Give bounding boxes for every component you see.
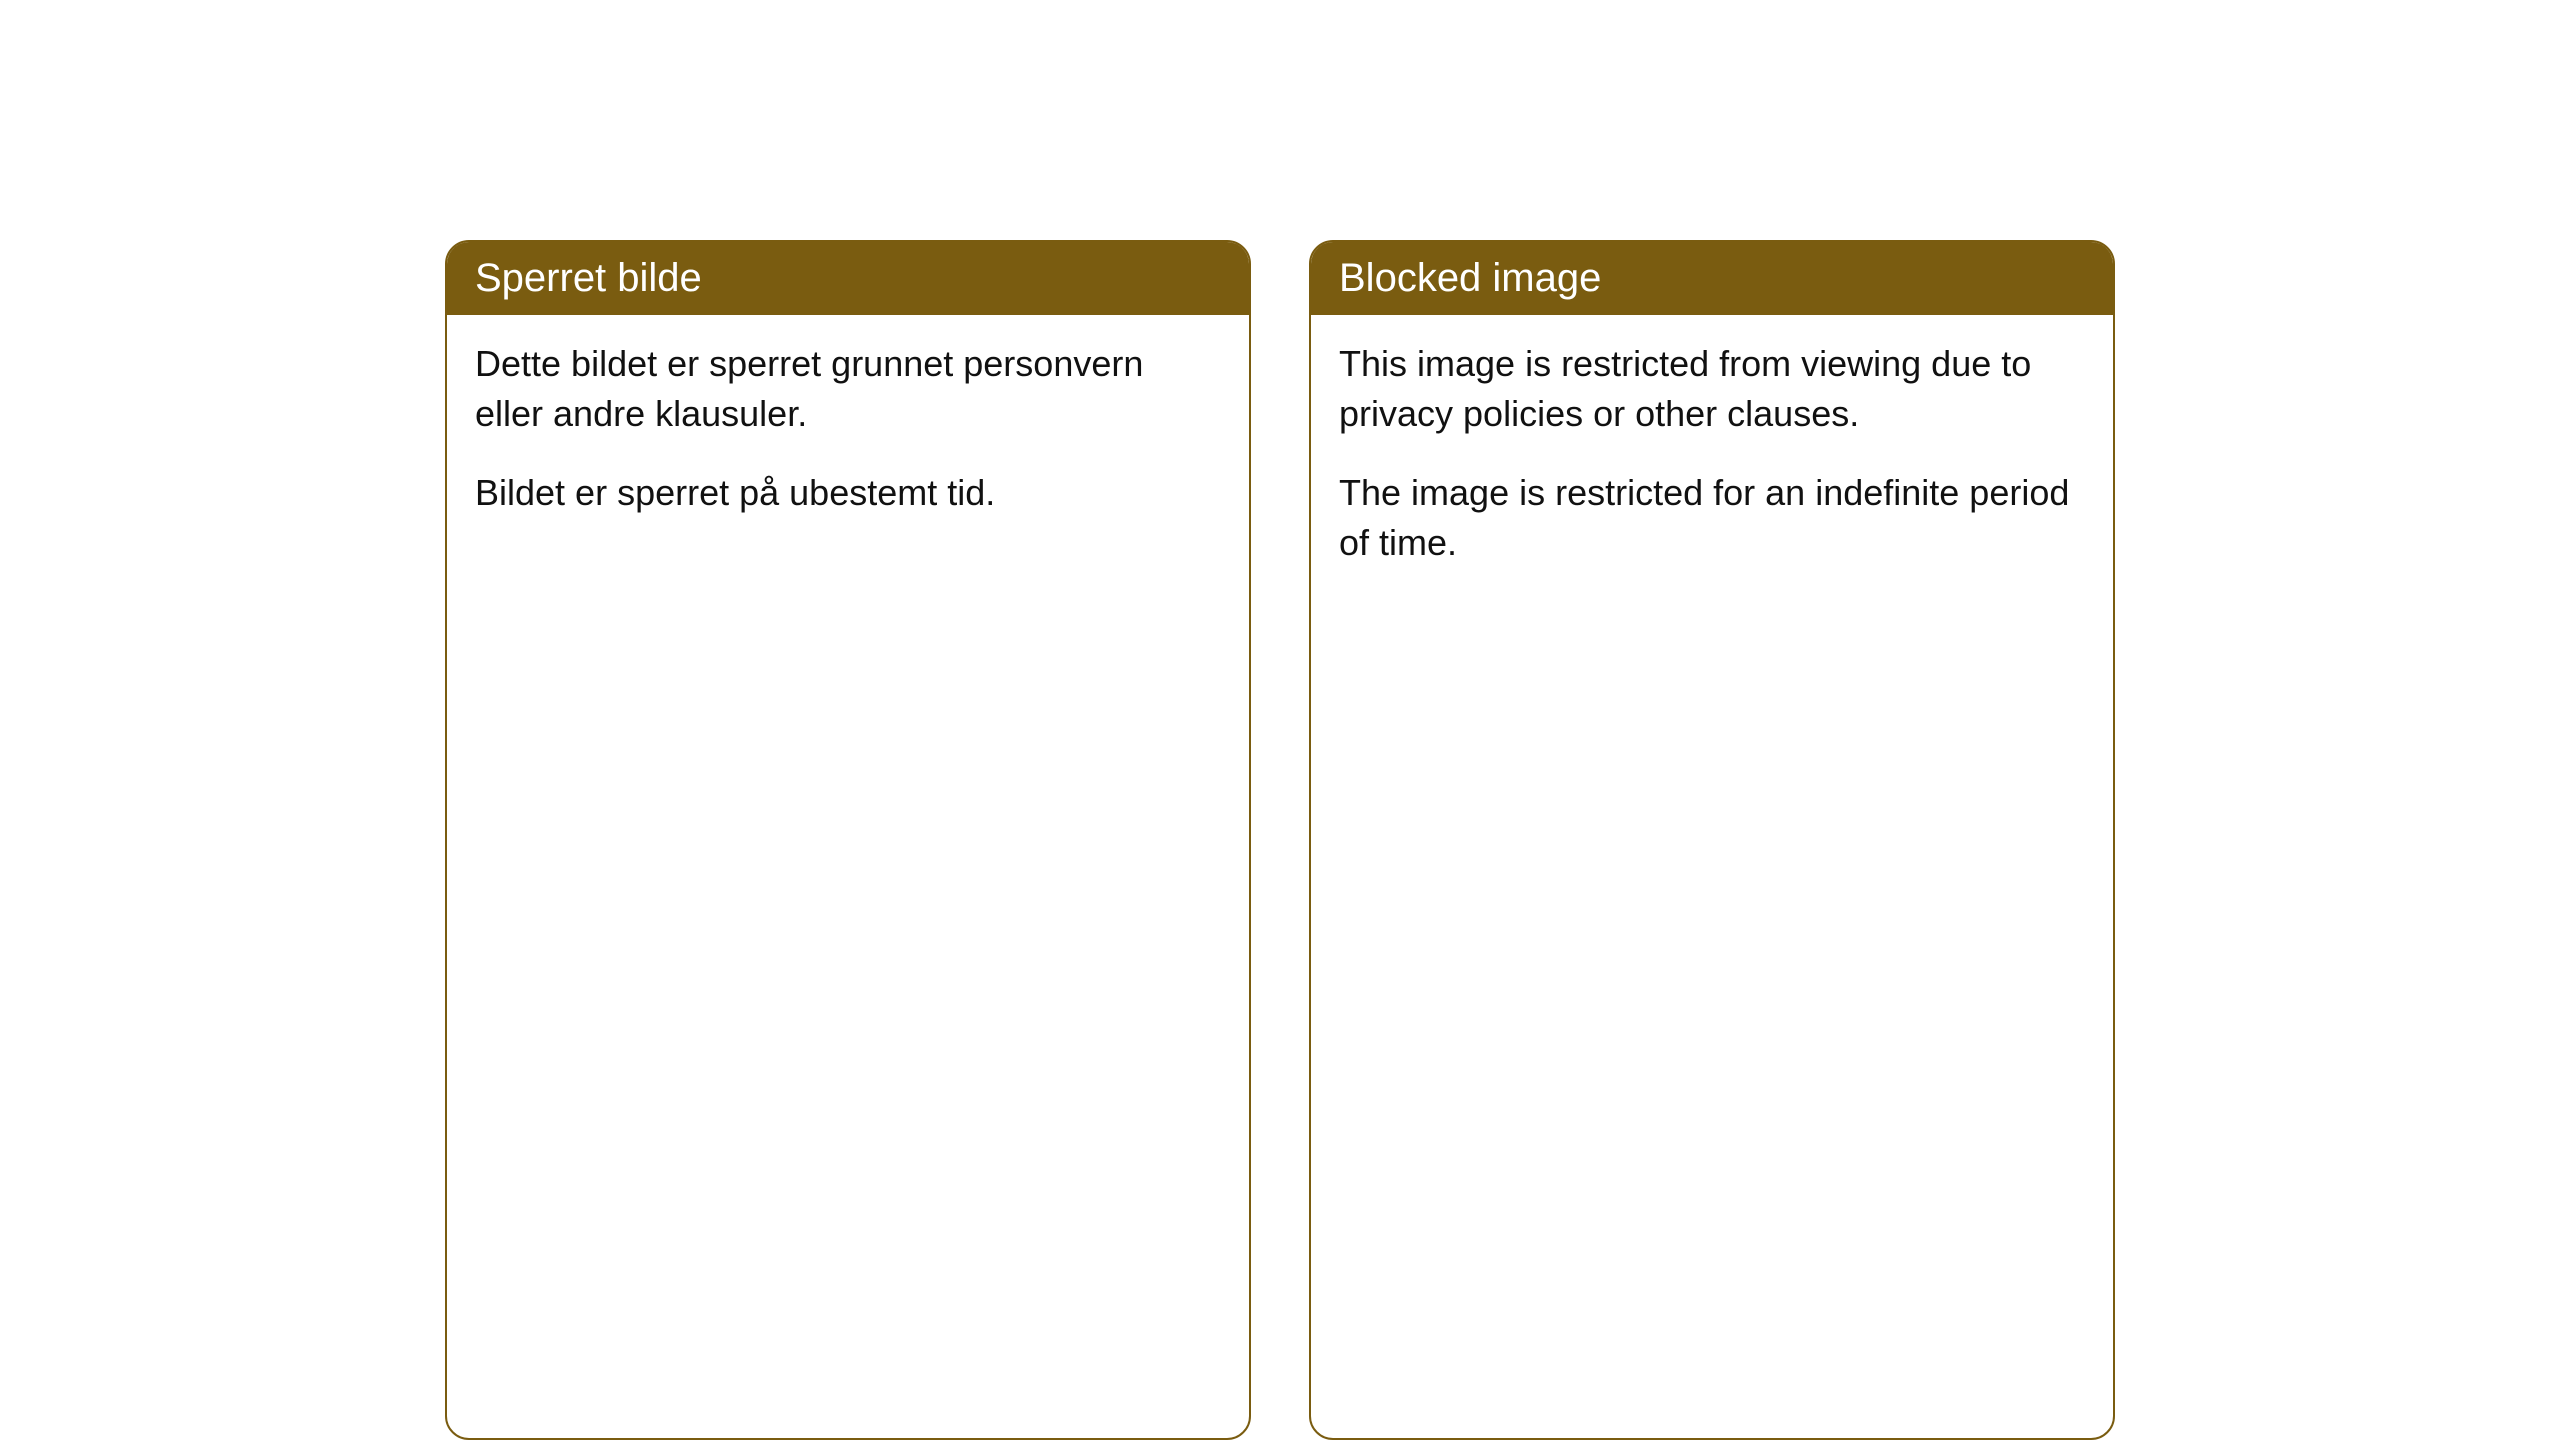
card-paragraph: The image is restricted for an indefinit… [1339, 468, 2085, 569]
notice-card-norwegian: Sperret bilde Dette bildet er sperret gr… [445, 240, 1251, 1440]
card-body: This image is restricted from viewing du… [1311, 315, 2113, 617]
card-title: Blocked image [1339, 256, 1601, 300]
card-body: Dette bildet er sperret grunnet personve… [447, 315, 1249, 566]
notice-card-english: Blocked image This image is restricted f… [1309, 240, 2115, 1440]
card-header: Sperret bilde [447, 242, 1249, 315]
card-paragraph: Bildet er sperret på ubestemt tid. [475, 468, 1221, 518]
card-paragraph: This image is restricted from viewing du… [1339, 339, 2085, 440]
notice-container: Sperret bilde Dette bildet er sperret gr… [445, 240, 2115, 1440]
card-paragraph: Dette bildet er sperret grunnet personve… [475, 339, 1221, 440]
card-header: Blocked image [1311, 242, 2113, 315]
card-title: Sperret bilde [475, 256, 702, 300]
